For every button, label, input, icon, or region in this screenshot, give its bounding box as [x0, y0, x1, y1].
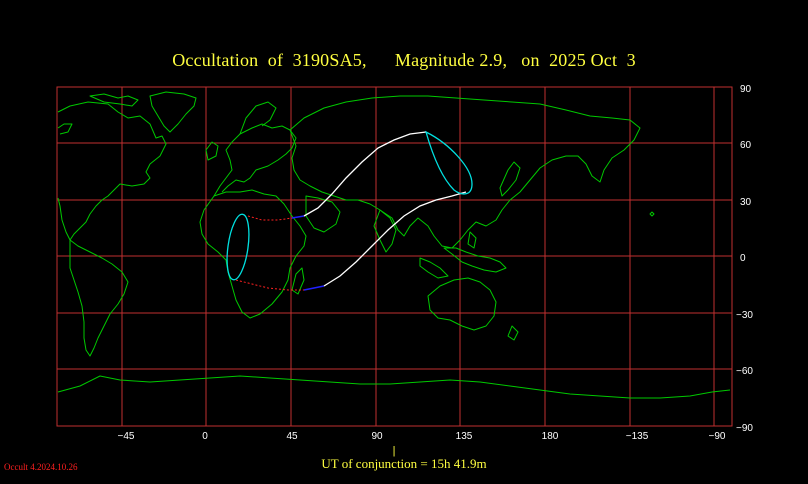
coast-canada-islands — [89, 93, 139, 107]
y-tick-label: −60 — [736, 366, 753, 377]
y-tick-label: −90 — [736, 423, 753, 434]
x-tick-label: −135 — [626, 431, 649, 442]
y-tick-label: 60 — [740, 140, 752, 151]
coast-australia — [427, 277, 497, 331]
coast-asia — [289, 95, 641, 249]
coast-scandinavia — [239, 101, 277, 135]
x-tick-label: 180 — [542, 431, 559, 442]
y-axis-labels: 90 60 30 0 −30 −60 −90 — [736, 84, 753, 434]
x-tick-label: 0 — [202, 431, 208, 442]
coast-south-america — [69, 239, 129, 357]
path-south-limit — [323, 191, 467, 287]
version-label: Occult 4.2024.10.26 — [4, 462, 78, 472]
coast-japan — [499, 161, 521, 197]
coast-greenland — [149, 91, 197, 133]
limit-ellipse-west — [226, 213, 250, 281]
coast-new-zealand — [507, 325, 519, 341]
x-tick-label: −90 — [709, 431, 726, 442]
parallel-lines — [57, 142, 732, 370]
coast-southeast-asia — [443, 247, 507, 273]
x-tick-label: 135 — [456, 431, 473, 442]
coast-alaska — [57, 123, 73, 135]
ut-conjunction: UT of conjunction = 15h 41.9m — [321, 456, 487, 471]
coast-india — [373, 209, 397, 253]
limit-ellipse-east — [424, 130, 473, 195]
coast-philippines — [467, 231, 477, 249]
coastlines — [57, 91, 731, 399]
coast-indonesia — [419, 257, 449, 279]
y-tick-label: 90 — [740, 84, 752, 95]
path-south-daylight — [303, 285, 325, 291]
map-title: Occultation of 3190SA5, Magnitude 2.9, o… — [0, 50, 808, 71]
x-tick-label: 45 — [286, 431, 298, 442]
x-tick-label: −45 — [118, 431, 135, 442]
coast-africa — [199, 189, 307, 319]
coast-british-isles — [205, 141, 219, 161]
magnitude-label: Magnitude 2.9, — [394, 50, 508, 70]
path-north-limit — [303, 131, 427, 217]
path-north-dotted — [247, 215, 293, 221]
x-axis-labels: −45 0 45 90 135 180 −135 −90 — [118, 431, 726, 442]
y-tick-label: 0 — [740, 253, 746, 264]
coast-antarctica — [57, 375, 731, 399]
date-label: on 2025 Oct 3 — [521, 50, 636, 70]
y-tick-label: 30 — [740, 197, 752, 208]
coast-north-america — [57, 101, 167, 241]
coast-hawaii — [649, 211, 655, 217]
x-tick-label: 90 — [371, 431, 383, 442]
coast-madagascar — [291, 267, 305, 295]
coast-mexico — [57, 197, 71, 241]
path-north-daylight — [291, 215, 305, 219]
ut-marker: | — [393, 445, 396, 457]
coast-arabia — [305, 195, 341, 233]
y-tick-label: −30 — [736, 310, 753, 321]
path-south-dotted — [235, 279, 304, 291]
occultation-label: Occultation of 3190SA5, — [172, 50, 367, 70]
coast-europe — [213, 123, 297, 197]
occultation-path — [226, 130, 473, 291]
